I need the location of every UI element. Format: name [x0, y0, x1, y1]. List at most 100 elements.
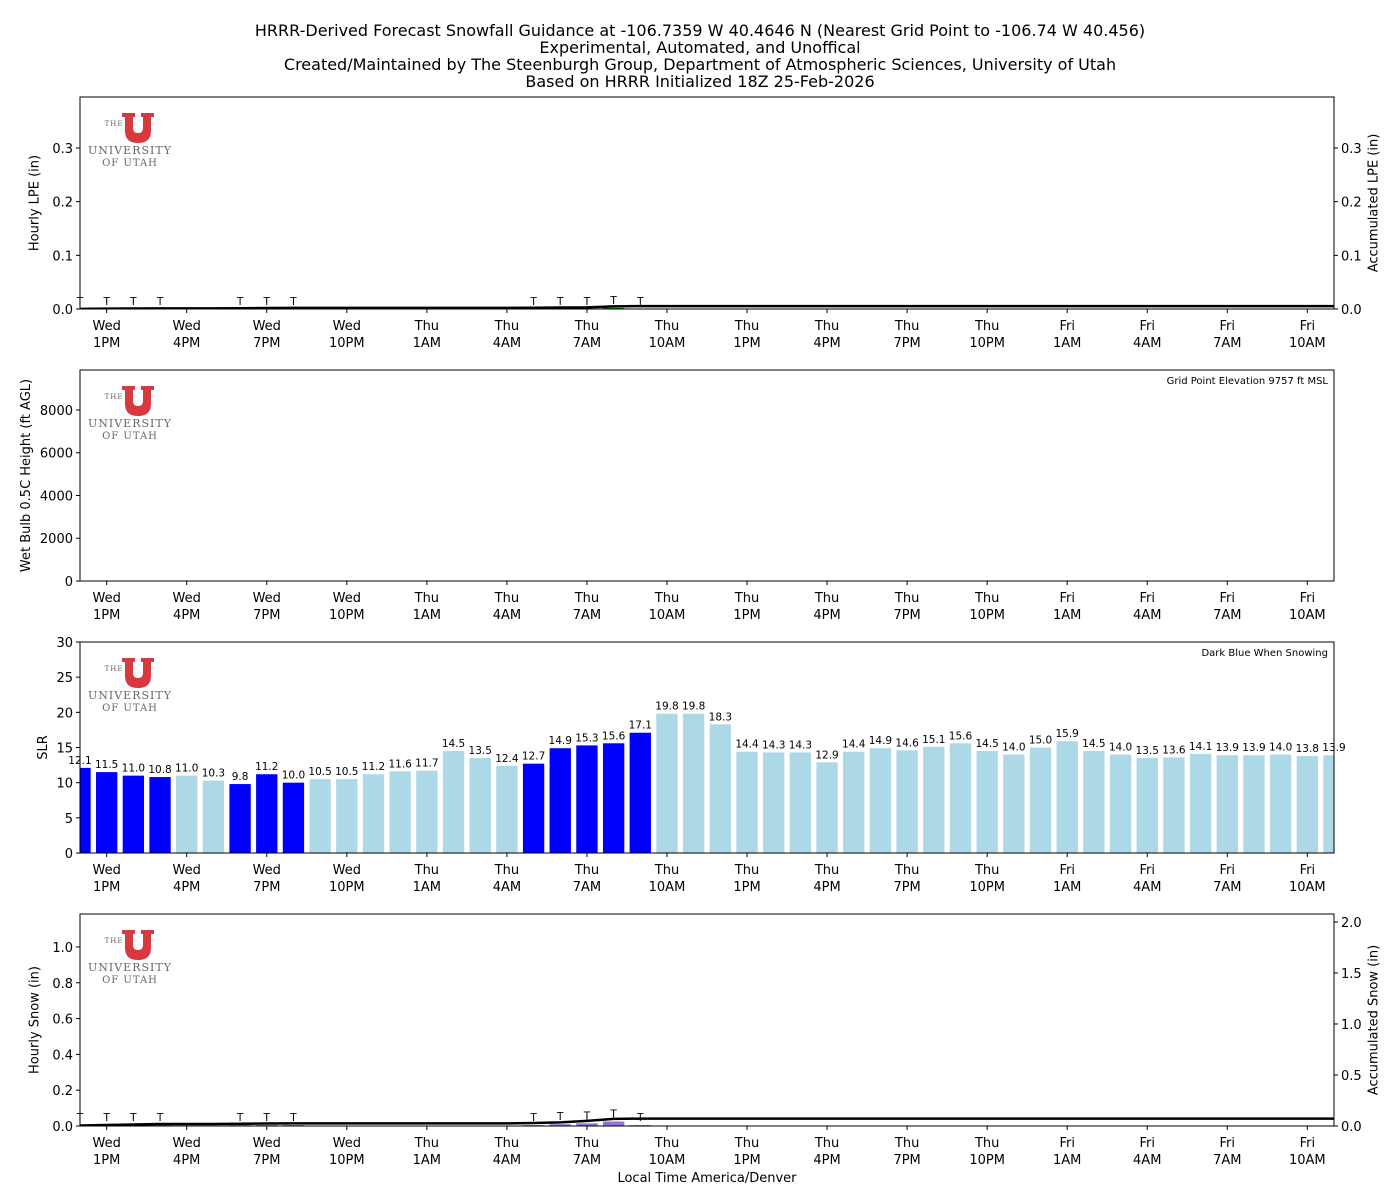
x-tick-label: Wed 7PM: [253, 591, 281, 623]
x-tick-label: Wed 4PM: [173, 863, 201, 895]
bar: [496, 765, 518, 853]
x-tick-label-line: 10AM: [1289, 608, 1326, 623]
x-tick-label-line: 10PM: [329, 1153, 365, 1168]
value-label: T: [609, 1109, 617, 1121]
x-tick-label-line: 7AM: [573, 1153, 601, 1168]
x-tick-label: Wed 1PM: [93, 319, 121, 351]
y2-tick-label: 0.5: [1341, 1069, 1362, 1084]
x-tick-label: Thu 10AM: [649, 1136, 686, 1168]
logo-mark: [122, 386, 154, 416]
value-label: 17.1: [629, 720, 652, 732]
x-tick-label-line: Fri: [1139, 1136, 1155, 1151]
value-label: T: [636, 1112, 644, 1124]
x-tick-label-line: Wed: [173, 319, 201, 334]
x-tick-label-line: Thu: [974, 863, 999, 878]
x-tick-label-line: 1PM: [93, 1153, 120, 1168]
x-tick-label-line: 10PM: [329, 880, 365, 895]
value-label: 14.3: [762, 739, 785, 751]
x-tick-label-line: 7PM: [893, 1153, 920, 1168]
bar: [549, 1124, 571, 1126]
x-tick-label: Thu 10PM: [969, 1136, 1005, 1168]
x-tick-label-line: Thu: [574, 319, 599, 334]
value-label: T: [289, 1112, 297, 1124]
x-tick-label: Fri 10AM: [1289, 319, 1326, 351]
bar: [1163, 757, 1185, 853]
x-tick-label: Thu 7AM: [573, 863, 601, 895]
x-tick-label-line: Thu: [814, 863, 839, 878]
x-tick-label-line: Thu: [494, 591, 519, 606]
value-label: 10.8: [148, 764, 171, 776]
x-tick-label-line: 4PM: [173, 1153, 200, 1168]
x-tick-label: Thu 10AM: [649, 863, 686, 895]
x-tick-label: Thu 7PM: [893, 1136, 920, 1168]
x-tick-label: Fri 4AM: [1133, 1136, 1161, 1168]
bar: [1323, 755, 1334, 853]
value-label: T: [529, 1112, 537, 1124]
y-tick-label: 0.1: [52, 249, 73, 264]
x-tick-label-line: 1AM: [413, 880, 441, 895]
logo-text: UNIVERSITY: [88, 689, 172, 702]
value-label: T: [636, 296, 644, 308]
bar: [469, 758, 491, 853]
x-tick-label: Thu 1AM: [413, 319, 441, 351]
x-tick-label-line: 10PM: [969, 608, 1005, 623]
value-label: 15.6: [949, 730, 973, 742]
y-tick-label: 0.4: [52, 1048, 73, 1063]
value-label: 11.0: [175, 763, 198, 775]
x-tick-label-line: Thu: [814, 319, 839, 334]
x-tick-label-line: 10PM: [969, 880, 1005, 895]
value-label: 10.5: [308, 766, 331, 778]
y2-tick-label: 0.3: [1341, 142, 1362, 157]
bar: [1216, 755, 1238, 853]
bar: [602, 1121, 625, 1126]
x-tick-label-line: Fri: [1220, 1136, 1236, 1151]
x-tick-label-line: Wed: [93, 863, 121, 878]
x-tick-label-line: Fri: [1139, 319, 1155, 334]
value-label: T: [556, 296, 564, 308]
value-label: 14.5: [1082, 738, 1105, 750]
x-tick-label-line: 4AM: [1133, 336, 1161, 351]
x-tick-label: Fri 1AM: [1053, 1136, 1081, 1168]
y-tick-label: 0.0: [52, 303, 73, 318]
x-tick-label-line: 4PM: [813, 1153, 840, 1168]
logo-text: THE: [105, 393, 124, 401]
value-label: 14.4: [735, 739, 759, 751]
y-tick-label: 0.8: [52, 977, 73, 992]
x-tick-label-line: Thu: [654, 591, 679, 606]
value-label: 12.4: [495, 753, 519, 765]
value-label: 13.9: [1216, 742, 1239, 754]
value-label: 15.6: [602, 730, 626, 742]
bar: [576, 1123, 598, 1126]
bar: [949, 743, 972, 853]
value-label: 14.0: [1109, 742, 1132, 754]
x-tick-label-line: 1PM: [733, 336, 760, 351]
x-tick-label-line: 7AM: [1213, 336, 1241, 351]
annotation: Grid Point Elevation 9757 ft MSL: [1167, 376, 1329, 387]
x-tick-label: Wed 4PM: [173, 1136, 201, 1168]
bar: [122, 775, 145, 853]
x-tick-label-line: 4PM: [813, 336, 840, 351]
x-tick-label-line: 10PM: [969, 336, 1005, 351]
x-axis-label: Local Time America/Denver: [617, 1171, 797, 1186]
bar: [1269, 754, 1292, 853]
x-tick-label-line: 4PM: [173, 336, 200, 351]
x-tick-label-line: Fri: [1300, 1136, 1316, 1151]
x-tick-label-line: Wed: [173, 863, 201, 878]
bar: [709, 724, 732, 853]
y2-tick-label: 2.0: [1341, 916, 1362, 931]
x-tick-label: Wed 1PM: [93, 863, 121, 895]
x-tick-label-line: Thu: [734, 1136, 759, 1151]
x-tick-label-line: 1PM: [733, 608, 760, 623]
x-tick-label: Thu 1PM: [733, 591, 760, 623]
value-label: 13.6: [1162, 744, 1186, 756]
value-label: 13.9: [1242, 742, 1265, 754]
x-tick-label-line: 7AM: [1213, 608, 1241, 623]
bar: [602, 743, 625, 853]
bar: [549, 748, 571, 853]
y-tick-label: 25: [56, 671, 73, 686]
value-label: T: [529, 296, 537, 308]
bar: [816, 762, 838, 853]
y2-axis-label: Accumulated Snow (in): [1367, 945, 1382, 1095]
bar: [522, 763, 545, 853]
